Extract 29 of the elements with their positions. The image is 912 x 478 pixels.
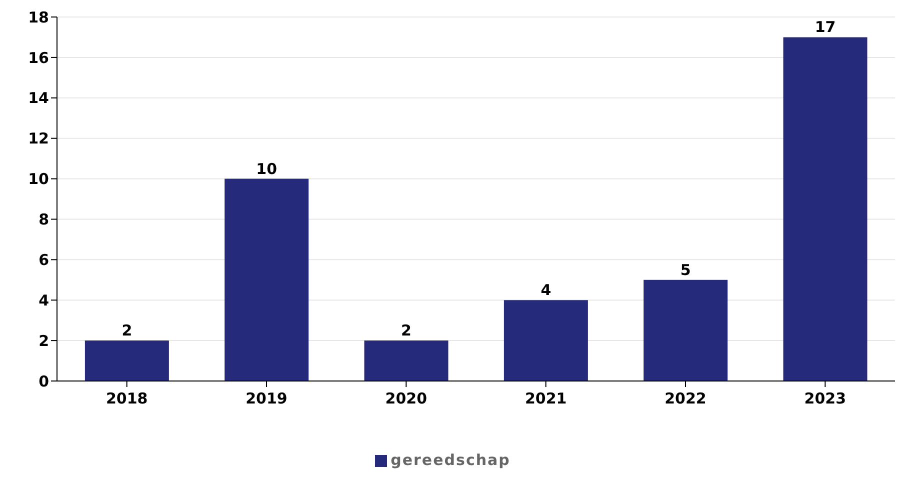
data-label: 10 [256, 160, 278, 178]
data-label: 5 [680, 260, 691, 279]
bar [783, 37, 868, 381]
bar [504, 300, 588, 381]
data-label: 2 [401, 322, 412, 340]
x-tick-label: 2019 [246, 390, 288, 408]
x-tick-label: 2018 [106, 390, 148, 408]
bar [644, 280, 728, 381]
bar [364, 340, 448, 381]
y-tick-label: 8 [38, 210, 49, 229]
legend-label: gereedschap [390, 451, 510, 469]
bar [84, 340, 169, 381]
data-label: 2 [122, 322, 132, 340]
y-tick-label: 4 [38, 291, 49, 310]
y-tick-label: 10 [28, 170, 49, 188]
y-tick-label: 14 [28, 89, 49, 108]
y-tick-label: 18 [28, 8, 49, 26]
y-tick-label: 2 [38, 332, 49, 350]
x-tick-label: 2021 [524, 390, 567, 408]
x-tick-label: 2020 [385, 390, 428, 408]
bar [224, 178, 309, 381]
data-label: 4 [540, 281, 552, 300]
x-tick-label: 2023 [804, 390, 846, 408]
y-tick-label: 12 [28, 130, 49, 148]
y-tick-label: 6 [38, 250, 49, 269]
y-tick-label: 16 [28, 48, 49, 67]
x-tick-label: 2022 [664, 390, 706, 408]
y-tick-label: 0 [38, 372, 49, 390]
data-label: 17 [814, 18, 836, 36]
